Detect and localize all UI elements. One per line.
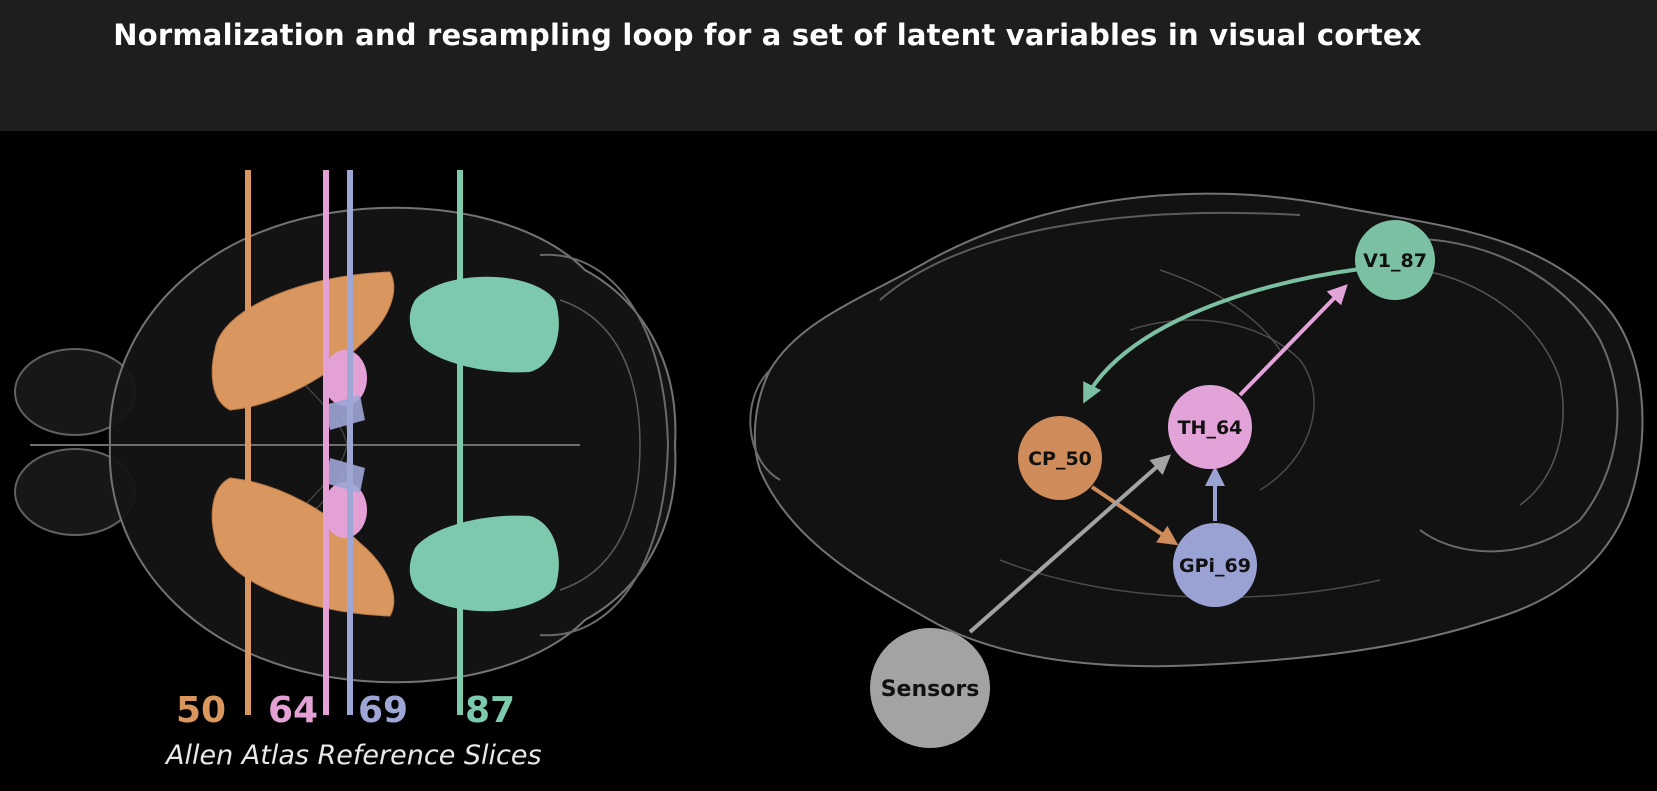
- slice-label-64: 64: [268, 690, 318, 731]
- node-th: TH_64: [1168, 385, 1252, 469]
- title-bar: Normalization and resampling loop for a …: [0, 0, 1657, 131]
- node-v1-label: V1_87: [1363, 250, 1427, 272]
- node-gpi-label: GPi_69: [1179, 555, 1251, 577]
- dorsal-brain-illustration: [14, 206, 677, 684]
- edge-cp-to-gpi: [1090, 485, 1179, 546]
- edge-th-to-v1: [1238, 284, 1348, 397]
- node-v1: V1_87: [1355, 220, 1435, 300]
- slice-label-87: 87: [465, 690, 515, 731]
- page-title: Normalization and resampling loop for a …: [113, 18, 1422, 52]
- slice-label-69: 69: [358, 690, 408, 731]
- figure-caption: Allen Atlas Reference Slices: [166, 740, 542, 771]
- edge-v1-to-cp: [1083, 267, 1361, 404]
- node-th-label: TH_64: [1178, 417, 1243, 439]
- node-sensors-label: Sensors: [881, 677, 980, 702]
- node-cp: CP_50: [1018, 416, 1102, 500]
- node-gpi: GPi_69: [1173, 523, 1257, 607]
- node-sensors: Sensors: [870, 628, 990, 748]
- node-cp-label: CP_50: [1028, 448, 1092, 470]
- edge-sensors-to-th: [968, 454, 1171, 634]
- slice-label-50: 50: [176, 690, 226, 731]
